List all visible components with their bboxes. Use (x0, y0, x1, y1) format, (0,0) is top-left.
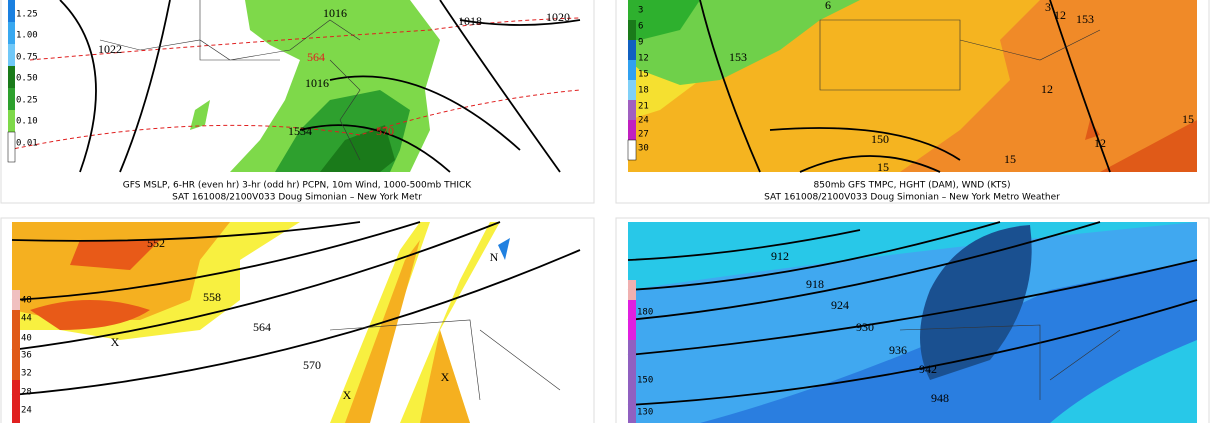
contour-label: 564 (253, 320, 271, 334)
contour-label: 12 (1041, 82, 1053, 96)
legend-label: 30 (638, 144, 649, 154)
panel-frame (615, 0, 1210, 204)
legend-label: 12 (638, 54, 649, 64)
caption: 850mb GFS TMPC, HGHT (DAM), WND (KTS) (814, 181, 1011, 191)
contour-label: 912 (771, 249, 789, 263)
contour-label: 12 (1094, 136, 1106, 150)
contour-label: 570 (303, 358, 321, 372)
contour-label: 930 (856, 320, 874, 334)
caption: SAT 161008/2100V033 Doug Simonian – New … (172, 193, 422, 203)
legend-label: 32 (21, 369, 32, 379)
legend-label: 0.75 (16, 53, 38, 63)
panel-frame (615, 217, 1210, 423)
contour-label: 1016 (305, 76, 329, 90)
precip-map (7, 0, 581, 173)
legend-label: 3 (638, 6, 643, 16)
legend-label: 36 (21, 351, 32, 361)
contour-label: 6 (825, 0, 831, 12)
legend-label: 130 (637, 408, 653, 418)
contour-label: 1534 (288, 124, 312, 138)
temperature-map (627, 0, 1197, 173)
legend-label: 150 (637, 376, 653, 386)
contour-label: X (111, 335, 120, 349)
contour-label: 1016 (323, 6, 347, 20)
legend-label: 28 (21, 388, 32, 398)
contour-label: 1018 (458, 14, 482, 28)
contour-label: 1022 (98, 42, 122, 56)
legend-label: 0.10 (16, 117, 38, 127)
legend-label: 0.50 (16, 74, 38, 84)
contour-label: 936 (889, 343, 907, 357)
contour-label: 924 (831, 298, 849, 312)
contour-label: 3 (1045, 0, 1051, 14)
legend-label: 15 (638, 70, 649, 80)
legend-label: 48 (21, 296, 32, 306)
legend-label: 27 (638, 130, 649, 140)
contour-label: 153 (729, 50, 747, 64)
legend-label: 21 (638, 102, 649, 112)
contour-label: 15 (877, 160, 889, 174)
contour-label: 558 (203, 290, 221, 304)
legend-label: 1.00 (16, 31, 38, 41)
legend-label: 24 (638, 116, 649, 126)
contour-label: 150 (871, 132, 889, 146)
caption: SAT 161008/2100V033 Doug Simonian – New … (764, 193, 1060, 203)
contour-label: 15 (1004, 152, 1016, 166)
legend-label: 6 (638, 22, 643, 32)
contour-label: 918 (806, 277, 824, 291)
contour-label: 942 (919, 362, 937, 376)
contour-label: N (490, 250, 499, 264)
contour-label: 12 (1054, 8, 1066, 22)
legend-label: 180 (637, 308, 653, 318)
legend-label: 9 (638, 38, 643, 48)
contour-label: X (441, 370, 450, 384)
legend-label: 1.25 (16, 10, 38, 20)
contour-label: 1020 (546, 10, 570, 24)
contour-label: 153 (1076, 12, 1094, 26)
contour-label: 564 (307, 50, 325, 64)
caption: GFS MSLP, 6-HR (even hr) 3-hr (odd hr) P… (123, 181, 473, 191)
contour-label: X (343, 388, 352, 402)
500mb-map (11, 221, 581, 423)
legend-label: 0.25 (16, 96, 38, 106)
heights-map (627, 221, 1198, 423)
contour-label: 948 (931, 391, 949, 405)
panel-frame (0, 217, 595, 423)
legend-label: 44 (21, 314, 32, 324)
legend-label: 24 (21, 406, 32, 416)
contour-label: 570 (376, 124, 394, 138)
panel-frame (0, 0, 595, 204)
legend-label: 18 (638, 86, 649, 96)
contour-label: 552 (147, 236, 165, 250)
contour-label: 15 (1182, 112, 1194, 126)
legend-label: 0.01 (16, 139, 38, 149)
legend-label: 40 (21, 334, 32, 344)
